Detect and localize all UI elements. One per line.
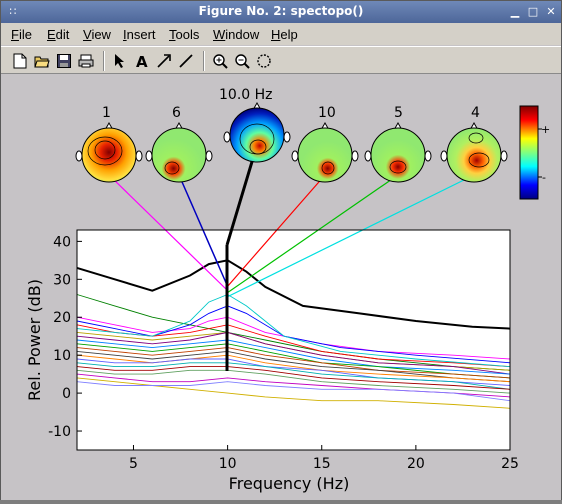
topo-label-6: 6: [172, 105, 181, 121]
x-tick-label: 15: [313, 456, 331, 472]
series-line-16: [76, 366, 511, 390]
plot-area: [77, 230, 510, 450]
series-line-15: [76, 362, 511, 390]
series-line-9: [76, 339, 511, 375]
connector-1: [108, 174, 228, 291]
menu-tools[interactable]: Tools: [169, 27, 200, 42]
arrow-tool-icon[interactable]: [155, 52, 173, 70]
pointer-arrow-icon[interactable]: [111, 52, 129, 70]
toolbar-separator: [203, 51, 205, 71]
x-tick-label: 10: [219, 456, 237, 472]
frequency-label: 10.0 Hz: [219, 87, 273, 103]
zoom-in-icon[interactable]: [211, 52, 229, 70]
topo-main[interactable]: [223, 101, 291, 163]
colorbar-minus-label: -: [542, 171, 546, 184]
series-line-8: [76, 331, 511, 375]
series-line-12: [76, 350, 511, 383]
menu-view[interactable]: View: [83, 27, 111, 42]
save-icon[interactable]: [55, 52, 73, 70]
print-icon[interactable]: [77, 52, 95, 70]
series-line-2: [76, 294, 511, 371]
figure-svg: 1 6 10.0 Hz 10: [25, 87, 550, 493]
new-file-icon[interactable]: [11, 52, 29, 70]
topo-6[interactable]: [145, 121, 213, 183]
maximize-icon[interactable]: □: [527, 5, 539, 18]
title-bar[interactable]: ∷ Figure No. 2: spectopo() ▁ □ ✕: [1, 1, 561, 23]
plot-frame: [76, 229, 511, 451]
series-line-1: [76, 259, 511, 330]
line-tool-icon[interactable]: [177, 52, 195, 70]
x-axis: 5 10 15 20 25: [129, 445, 519, 472]
minimize-icon[interactable]: ▁: [510, 5, 520, 18]
menu-window[interactable]: Window: [213, 27, 260, 42]
series-line-17: [76, 369, 511, 394]
zoom-out-icon[interactable]: [233, 52, 251, 70]
topo-4[interactable]: [440, 121, 508, 183]
figure-canvas: 1 6 10.0 Hz 10: [1, 75, 561, 500]
topo-label-1: 1: [102, 105, 111, 121]
y-tick-label: 10: [53, 348, 71, 364]
topo-label-5: 5: [394, 105, 403, 121]
menu-file[interactable]: File: [11, 27, 32, 42]
text-tool-icon[interactable]: A: [133, 52, 151, 70]
svg-text:A: A: [136, 53, 148, 69]
rotate-3d-icon[interactable]: [255, 52, 273, 70]
series-line-13: [76, 354, 511, 383]
y-tick-label: 30: [53, 272, 71, 288]
connector-10: [226, 174, 326, 288]
menu-help[interactable]: Help: [271, 27, 298, 42]
series-line-18: [76, 377, 511, 409]
menu-edit[interactable]: Edit: [47, 27, 70, 42]
y-tick-label: 0: [62, 386, 71, 402]
y-axis-label: Rel. Power (dB): [25, 279, 44, 401]
topo-label-10: 10: [318, 105, 336, 121]
y-axis: -10 0 10 20 30 40: [48, 234, 82, 440]
toolbar: A: [1, 46, 561, 74]
toolbar-separator: [103, 51, 105, 71]
connector-4: [226, 174, 475, 298]
menu-bar: File Edit View Insert Tools Window Help: [1, 23, 561, 45]
colorbar: [519, 105, 542, 200]
topo-5[interactable]: [364, 121, 432, 183]
x-axis-label: Frequency (Hz): [229, 474, 350, 493]
topo-1[interactable]: [75, 121, 143, 183]
y-tick-label: 20: [53, 310, 71, 326]
series-line-11: [76, 347, 511, 379]
topo-label-4: 4: [471, 105, 480, 121]
x-tick-label: 5: [129, 456, 138, 472]
menu-insert[interactable]: Insert: [123, 27, 156, 42]
window-menu-icon[interactable]: ∷: [9, 5, 17, 18]
x-tick-label: 20: [407, 456, 425, 472]
open-folder-icon[interactable]: [33, 52, 51, 70]
x-tick-label: 25: [501, 456, 519, 472]
series-line-10: [76, 343, 511, 379]
window-title: Figure No. 2: spectopo(): [198, 4, 364, 18]
topo-10[interactable]: [291, 121, 359, 183]
close-icon[interactable]: ✕: [546, 5, 556, 18]
colorbar-plus-label: +: [541, 123, 550, 136]
connector-5: [226, 174, 399, 294]
y-tick-label: 40: [53, 234, 71, 250]
series-line-20: [76, 381, 511, 402]
y-tick-label: -10: [48, 424, 71, 440]
